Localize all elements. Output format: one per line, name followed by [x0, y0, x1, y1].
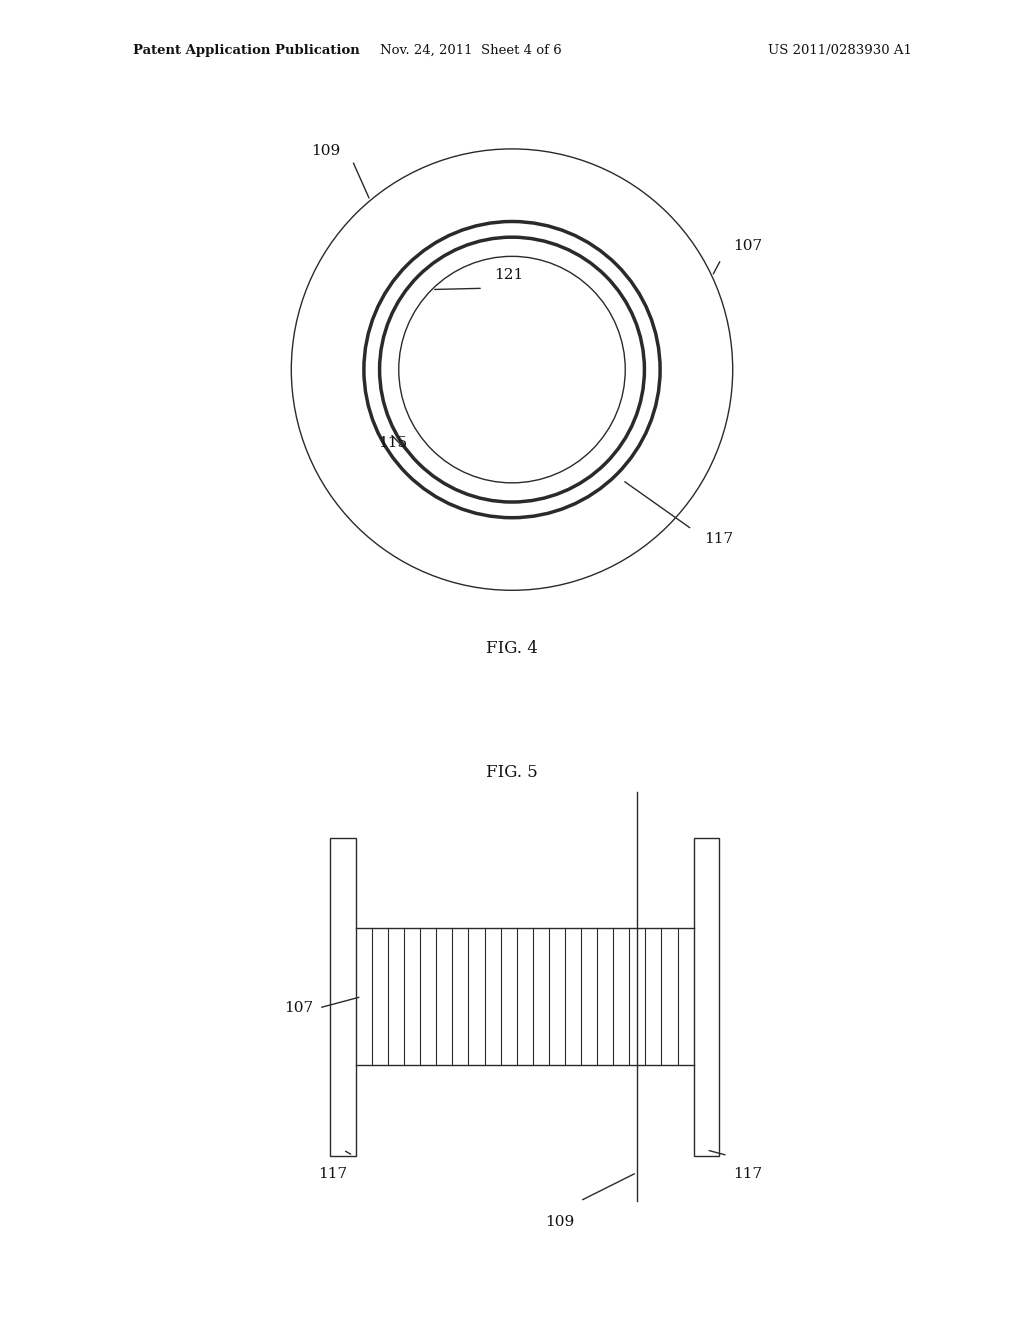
Text: 117: 117: [703, 532, 733, 546]
Text: 109: 109: [545, 1216, 574, 1229]
Text: Nov. 24, 2011  Sheet 4 of 6: Nov. 24, 2011 Sheet 4 of 6: [380, 44, 562, 57]
Text: 115: 115: [379, 437, 408, 450]
Text: 117: 117: [318, 1167, 347, 1181]
Text: 117: 117: [733, 1167, 763, 1181]
Text: US 2011/0283930 A1: US 2011/0283930 A1: [768, 44, 911, 57]
Text: Patent Application Publication: Patent Application Publication: [133, 44, 359, 57]
Bar: [693, 838, 719, 1155]
Text: 107: 107: [733, 239, 762, 253]
Bar: [331, 838, 356, 1155]
Text: FIG. 5: FIG. 5: [486, 764, 538, 781]
Text: 121: 121: [495, 268, 524, 282]
Text: FIG. 4: FIG. 4: [486, 640, 538, 656]
Text: 109: 109: [311, 144, 341, 157]
Text: 107: 107: [285, 1001, 313, 1015]
